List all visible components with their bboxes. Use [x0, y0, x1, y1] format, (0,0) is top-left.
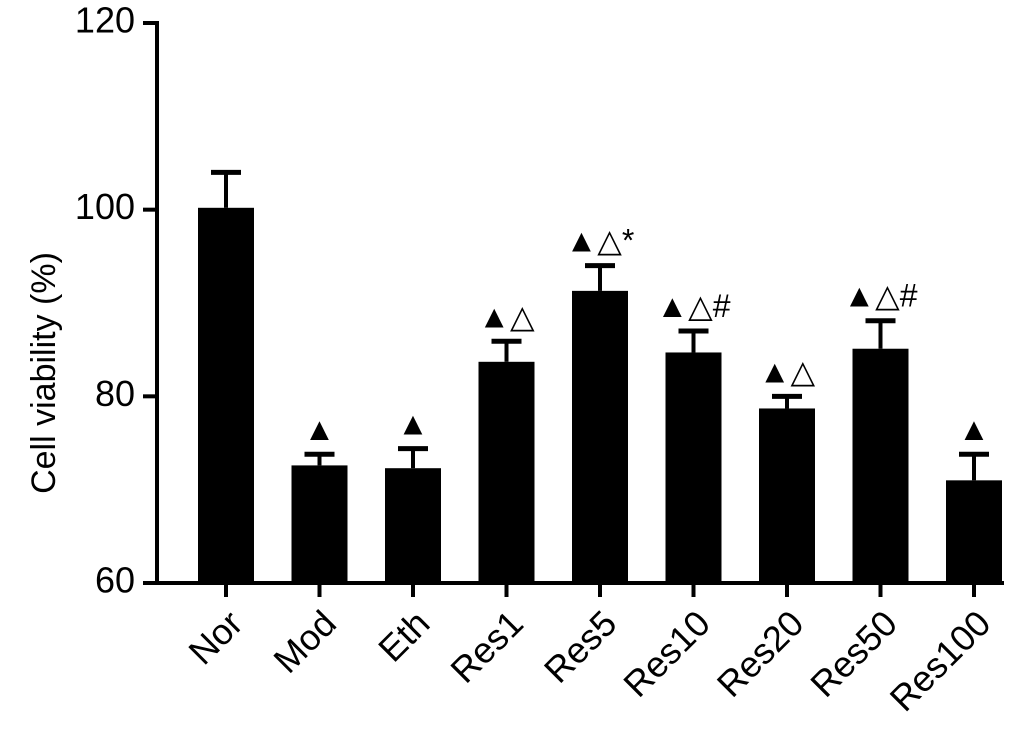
significance-label: ▲△: [478, 298, 535, 334]
bar-res50: [852, 348, 909, 583]
significance-labels: ▲ ▲ ▲△ ▲△* ▲△# ▲△ ▲△# ▲: [304, 223, 990, 448]
significance-label: ▲: [304, 411, 336, 447]
significance-label: ▲: [397, 406, 429, 442]
bar-nor: [198, 207, 254, 584]
x-tick-label: Mod: [265, 602, 344, 681]
bars: [198, 169, 1002, 584]
bar-mod: [291, 465, 348, 583]
y-tick-label: 60: [95, 560, 135, 601]
x-tick-label: Res10: [615, 602, 718, 705]
bar-res5: [572, 290, 628, 583]
x-tick-label: Res1: [442, 602, 530, 690]
bar-eth: [385, 468, 441, 583]
x-tick-label: Eth: [370, 602, 437, 669]
significance-label: ▲△#: [843, 278, 917, 314]
x-tick-label: Res100: [882, 602, 999, 719]
significance-label: ▲△#: [656, 288, 730, 324]
y-axis-ticks: 60 80 100 120: [75, 0, 157, 601]
y-axis-title: Cell viability (%): [25, 252, 63, 494]
y-tick-label: 100: [75, 186, 135, 227]
y-tick-label: 80: [95, 373, 135, 414]
x-tick-label: Res5: [536, 602, 624, 690]
significance-label: ▲: [958, 411, 990, 447]
x-tick-label: Nor: [180, 602, 250, 672]
bar-res20: [759, 408, 815, 583]
significance-label: ▲△: [759, 353, 816, 389]
bar-res10: [665, 352, 722, 583]
bar-res1: [478, 361, 535, 583]
bar-res100: [946, 480, 1002, 583]
y-tick-label: 120: [75, 0, 135, 41]
x-tick-label: Res20: [709, 602, 812, 705]
significance-label: ▲△*: [566, 223, 635, 259]
